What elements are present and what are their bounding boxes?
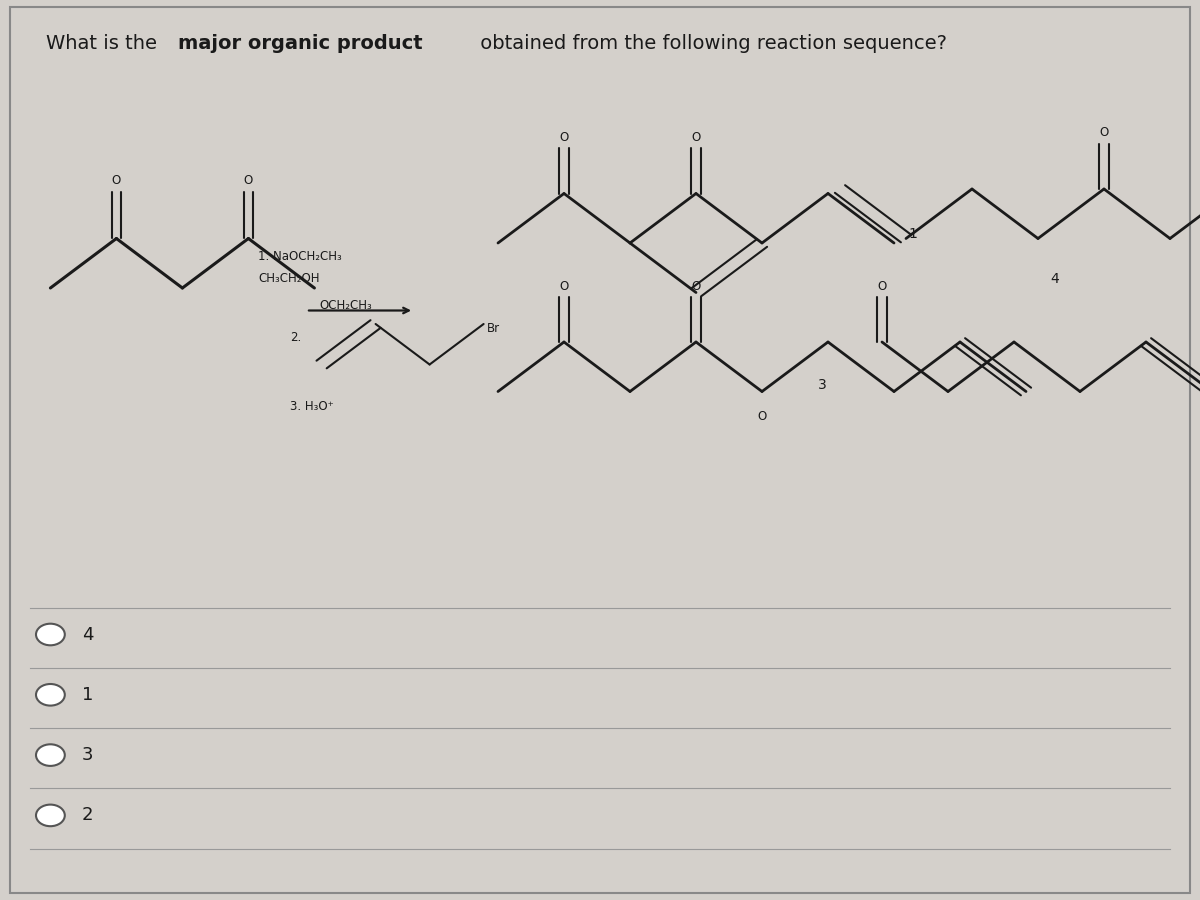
Text: O: O <box>757 410 767 422</box>
Circle shape <box>36 624 65 645</box>
Text: obtained from the following reaction sequence?: obtained from the following reaction seq… <box>474 33 947 53</box>
Text: 3. H₃O⁺: 3. H₃O⁺ <box>290 400 334 413</box>
Text: O: O <box>877 280 887 292</box>
Text: O: O <box>559 280 569 292</box>
Text: Br: Br <box>487 322 500 335</box>
Text: O: O <box>691 131 701 144</box>
Text: O: O <box>559 131 569 144</box>
Text: O: O <box>244 175 253 187</box>
Text: 2: 2 <box>82 806 94 824</box>
Text: 3: 3 <box>817 378 827 392</box>
Text: O: O <box>112 175 121 187</box>
Text: What is the: What is the <box>46 33 163 53</box>
Text: 4: 4 <box>1050 272 1058 286</box>
Text: O: O <box>691 280 701 292</box>
Text: major organic product: major organic product <box>178 33 422 53</box>
Text: 2.: 2. <box>290 331 301 344</box>
Text: 1. NaOCH₂CH₃: 1. NaOCH₂CH₃ <box>258 250 342 263</box>
Text: 1: 1 <box>82 686 92 704</box>
Circle shape <box>36 805 65 826</box>
Text: 4: 4 <box>82 626 94 644</box>
Text: OCH₂CH₃: OCH₂CH₃ <box>319 299 372 311</box>
Text: CH₃CH₂OH: CH₃CH₂OH <box>258 273 319 285</box>
Text: 1: 1 <box>908 227 917 241</box>
Circle shape <box>36 744 65 766</box>
Circle shape <box>36 684 65 706</box>
Text: O: O <box>1099 127 1109 140</box>
Text: 3: 3 <box>82 746 94 764</box>
